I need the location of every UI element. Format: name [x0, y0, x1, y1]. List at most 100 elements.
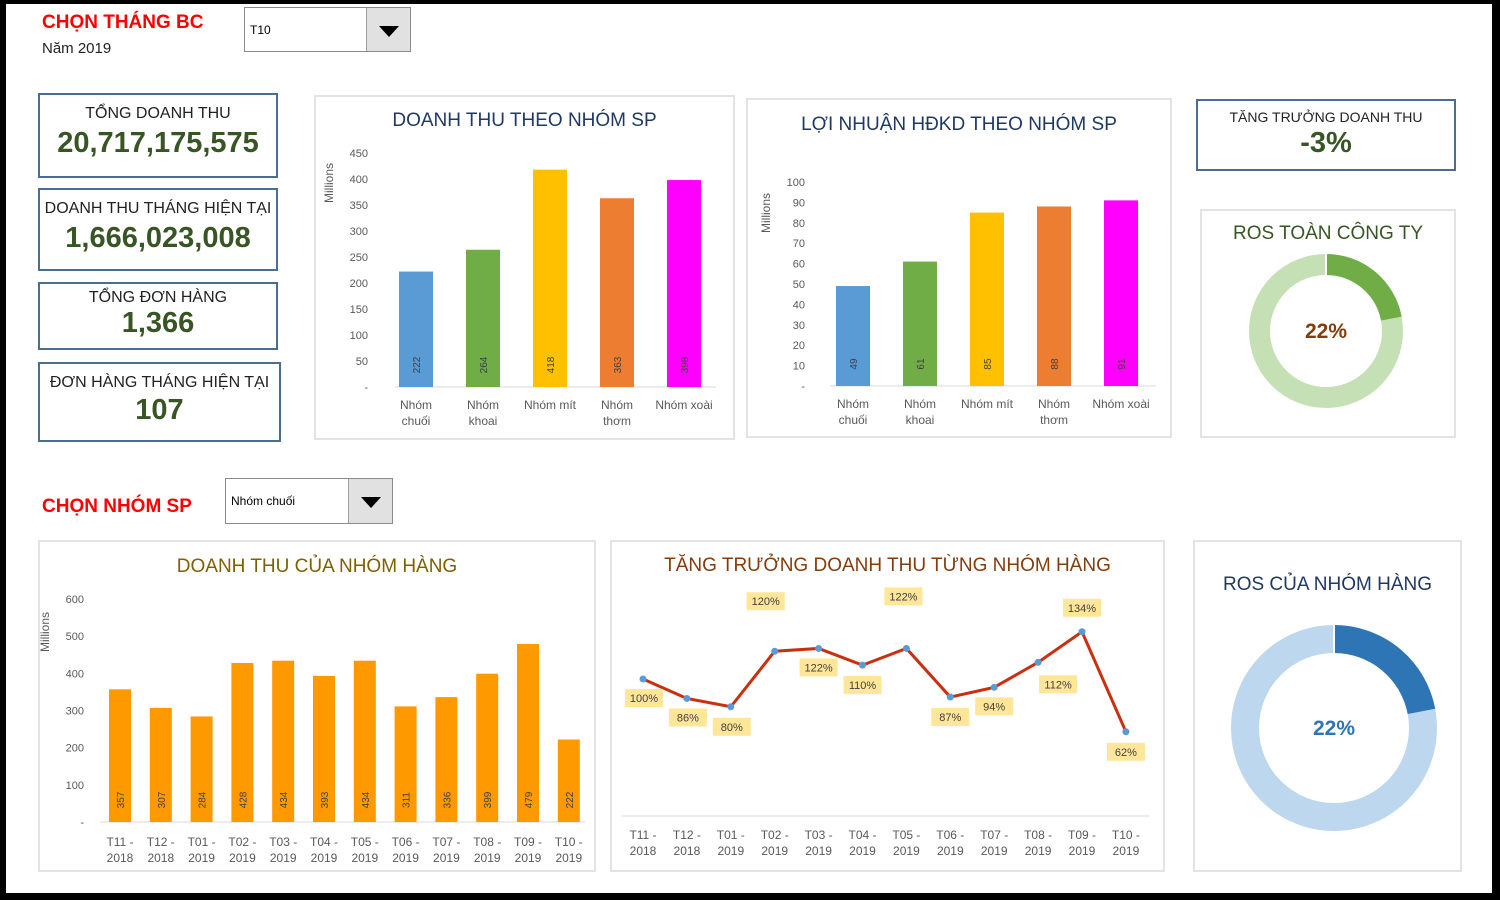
category-label: 2018 [107, 851, 134, 865]
y-tick-label: 30 [793, 320, 805, 332]
bar [1104, 200, 1138, 386]
data-label-box [799, 658, 838, 677]
y-tick-label: 70 [793, 238, 805, 250]
data-label: 49 [849, 358, 860, 370]
kpi-label: ĐƠN HÀNG THÁNG HIỆN TẠI [49, 374, 270, 391]
data-label: 363 [613, 356, 624, 373]
category-label: T09 - [1068, 828, 1096, 842]
bar [149, 707, 172, 822]
chart-title: LỢI NHUẬN HĐKD THEO NHÓM SP [801, 114, 1117, 135]
category-label: 2019 [849, 844, 876, 858]
y-tick-label: - [801, 381, 805, 393]
chart-title: TĂNG TRƯỞNG DOANH THU TỪNG NHÓM HÀNG [664, 555, 1111, 576]
y-tick-label: 100 [66, 780, 84, 792]
data-label: 434 [279, 791, 290, 808]
month-select[interactable]: T10 [244, 7, 411, 52]
y-tick-label: 90 [793, 197, 805, 209]
kpi-label: TỔNG DOANH THU [85, 105, 231, 122]
bar [476, 673, 499, 822]
y-tick-label: 50 [356, 356, 368, 368]
category-label: 2019 [188, 851, 215, 865]
category-label: chuối [839, 413, 868, 427]
bar [600, 198, 634, 387]
data-label: 94% [983, 701, 1005, 713]
bar [667, 180, 701, 387]
bar [109, 689, 131, 822]
data-point [859, 661, 866, 669]
y-tick-label: 50 [793, 279, 805, 291]
data-label: 61 [916, 358, 927, 370]
category-label: khoai [469, 414, 498, 428]
kpi-value: 20,717,175,575 [57, 127, 259, 159]
chevron-down-icon[interactable] [348, 479, 392, 523]
y-axis-label: Millions [38, 612, 52, 652]
data-label: 86% [677, 712, 699, 724]
data-label-box [975, 697, 1014, 716]
year-label: Năm 2019 [42, 40, 112, 57]
category-label: 2019 [1069, 844, 1096, 858]
bar [466, 249, 500, 387]
bar [231, 662, 254, 822]
kpi-month-revenue: DOANH THU THÁNG HIỆN TẠI 1,666,023,008 [38, 188, 278, 271]
category-label: 2018 [147, 851, 174, 865]
category-label: T05 - [892, 828, 920, 842]
y-tick-label: 250 [350, 252, 368, 264]
data-label: 87% [939, 712, 961, 724]
category-label: T08 - [473, 835, 501, 849]
category-label: 2019 [937, 844, 964, 858]
category-label: Nhóm [467, 398, 499, 412]
data-point [946, 693, 954, 701]
data-label: 357 [116, 791, 127, 808]
y-tick-label: 80 [793, 218, 805, 230]
category-label: T02 - [228, 835, 256, 849]
y-tick-label: 20 [793, 340, 805, 352]
category-label: chuối [402, 414, 431, 428]
bar [399, 271, 433, 387]
y-tick-label: 300 [350, 226, 368, 238]
data-label: 88 [1050, 358, 1061, 370]
category-label: T03 - [805, 828, 833, 842]
bar [353, 660, 376, 822]
data-label: 284 [198, 791, 209, 808]
data-label: 399 [483, 791, 494, 808]
data-point [771, 647, 779, 655]
y-tick-label: 40 [793, 299, 805, 311]
data-label: 85 [983, 358, 994, 370]
data-label: 222 [412, 356, 423, 373]
category-label: 2019 [515, 851, 542, 865]
category-label: T05 - [351, 835, 379, 849]
kpi-label: DOANH THU THÁNG HIỆN TẠI [44, 200, 272, 217]
data-label: 120% [752, 596, 780, 608]
data-label: 434 [361, 791, 372, 808]
bar [313, 675, 335, 822]
data-point [1122, 728, 1130, 736]
data-point [639, 675, 647, 683]
y-tick-label: 100 [350, 330, 368, 342]
chart-title: ROS TOÀN CÔNG TY [1232, 223, 1424, 244]
y-axis-label: Millions [322, 163, 336, 203]
data-label-box [668, 708, 707, 727]
bar [533, 169, 567, 387]
chevron-down-icon[interactable] [366, 8, 410, 51]
y-tick-label: 500 [66, 631, 84, 643]
data-label: 62% [1115, 747, 1137, 759]
category-label: Nhóm [904, 397, 936, 411]
category-label: T12 - [673, 828, 701, 842]
bar [970, 212, 1004, 386]
y-tick-label: 450 [350, 148, 368, 160]
category-label: Nhóm [1038, 397, 1070, 411]
data-label: 91 [1117, 358, 1128, 370]
bar [903, 261, 937, 386]
y-tick-label: 100 [787, 177, 805, 189]
kpi-label: TĂNG TRƯỞNG DOANH THU [1229, 109, 1423, 125]
bar [272, 660, 295, 822]
data-point [1078, 628, 1086, 636]
category-label: thơm [603, 414, 631, 428]
category-label: T10 - [1112, 828, 1140, 842]
group-select[interactable]: Nhóm chuối [225, 478, 393, 524]
kpi-month-orders: ĐƠN HÀNG THÁNG HIỆN TẠI 107 [38, 362, 281, 442]
data-label: 222 [565, 791, 576, 808]
data-label-box [625, 689, 663, 707]
data-label: 428 [238, 791, 249, 808]
